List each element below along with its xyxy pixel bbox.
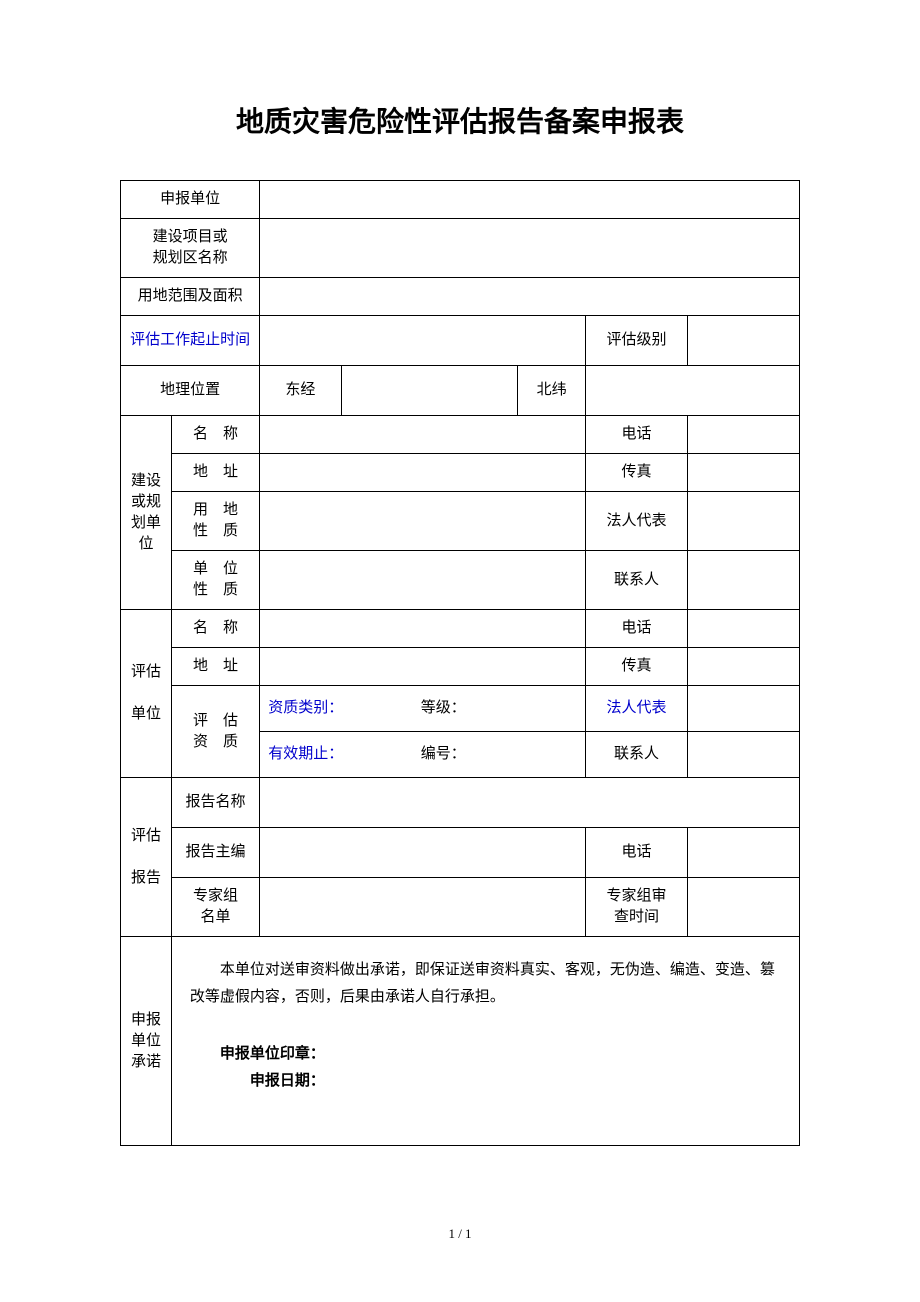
label-eval-period: 评估工作起止时间 [121,316,260,366]
value-applicant-unit [260,181,800,219]
promise-content: 本单位对送审资料做出承诺，即保证送审资料真实、客观，无伪造、编造、变造、篡改等虚… [171,937,799,1146]
label-eval-report: 评估 报告 [121,778,172,937]
label-eval-qualification: 评 估 资 质 [171,686,259,778]
label-east-lng: 东经 [260,366,341,416]
label-build-phone: 电话 [586,416,688,454]
value-report-phone [687,828,799,878]
label-report-editor: 报告主编 [171,828,259,878]
value-unit-nature [260,551,586,610]
value-expert-list [260,878,586,937]
label-applicant-unit: 申报单位 [121,181,260,219]
label-land-nature: 用 地 性 质 [171,492,259,551]
label-build-name: 名 称 [171,416,259,454]
label-report-name: 报告名称 [171,778,259,828]
label-unit-nature: 单 位 性 质 [171,551,259,610]
label-eval-level: 评估级别 [586,316,688,366]
label-eval-phone: 电话 [586,610,688,648]
label-build-contact: 联系人 [586,551,688,610]
value-eval-period [260,316,586,366]
value-north-lat [586,366,800,416]
value-qual-type-grade: 资质类别： 等级： [260,686,586,732]
value-report-editor [260,828,586,878]
value-expert-review-time [687,878,799,937]
value-eval-fax [687,648,799,686]
label-eval-name: 名 称 [171,610,259,648]
value-build-legal-rep [687,492,799,551]
value-land-nature [260,492,586,551]
label-build-fax: 传真 [586,454,688,492]
label-eval-unit: 评估 单位 [121,610,172,778]
label-eval-contact: 联系人 [586,732,688,778]
value-eval-level [687,316,799,366]
label-eval-legal-rep: 法人代表 [586,686,688,732]
value-land-area [260,278,800,316]
label-expert-list: 专家组 名单 [171,878,259,937]
page-number: 1 / 1 [0,1226,920,1242]
value-build-address [260,454,586,492]
value-build-fax [687,454,799,492]
value-valid-serial: 有效期止： 编号： [260,732,586,778]
label-build-legal-rep: 法人代表 [586,492,688,551]
application-form-table: 申报单位 建设项目或 规划区名称 用地范围及面积 评估工作起止时间 评估级别 地… [120,180,800,1146]
label-land-area: 用地范围及面积 [121,278,260,316]
label-geo-location: 地理位置 [121,366,260,416]
label-project-name: 建设项目或 规划区名称 [121,219,260,278]
label-build-address: 地 址 [171,454,259,492]
value-report-name [260,778,800,828]
label-eval-fax: 传真 [586,648,688,686]
value-eval-contact [687,732,799,778]
value-build-name [260,416,586,454]
value-eval-name [260,610,586,648]
value-project-name [260,219,800,278]
value-eval-legal-rep [687,686,799,732]
value-build-contact [687,551,799,610]
value-east-lng [341,366,518,416]
label-expert-review-time: 专家组审 查时间 [586,878,688,937]
page-title: 地质灾害危险性评估报告备案申报表 [120,100,800,140]
label-promise: 申报 单位 承诺 [121,937,172,1146]
value-eval-phone [687,610,799,648]
value-build-phone [687,416,799,454]
value-eval-address [260,648,586,686]
label-north-lat: 北纬 [518,366,586,416]
label-build-unit: 建设 或规 划单 位 [121,416,172,610]
label-eval-address: 地 址 [171,648,259,686]
label-report-phone: 电话 [586,828,688,878]
